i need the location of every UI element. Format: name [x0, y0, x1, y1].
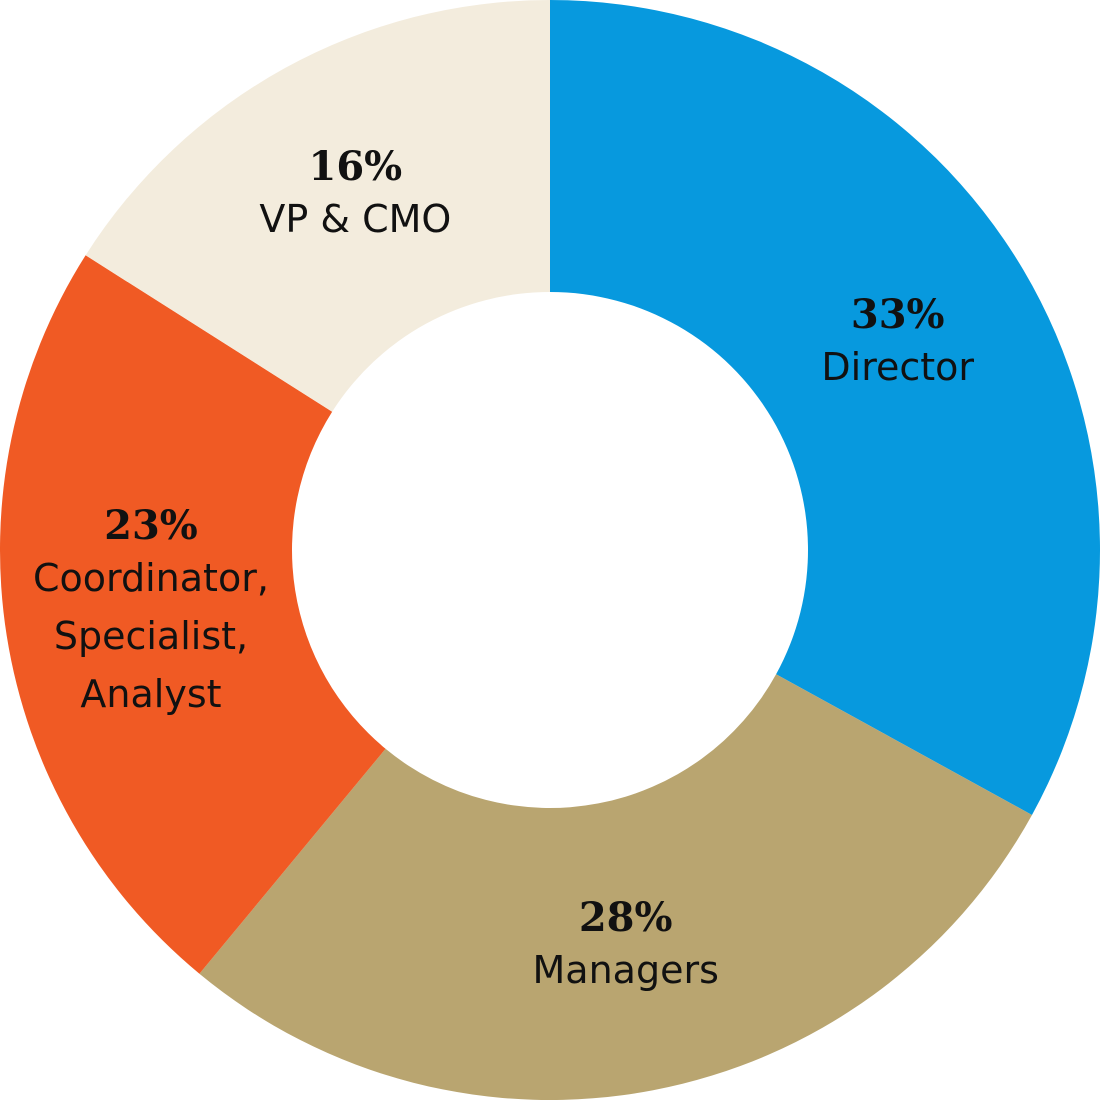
donut-slice	[199, 674, 1032, 1100]
slice-label: 23% Coordinator, Specialist, Analyst	[1, 503, 301, 723]
category-label: Coordinator, Specialist, Analyst	[33, 556, 269, 717]
category-label: Director	[821, 345, 975, 390]
donut-slice	[0, 255, 386, 974]
value-label: 16%	[308, 142, 403, 190]
donut-slice	[550, 0, 1100, 815]
slice-label: 28% Managers	[476, 893, 776, 999]
value-label: 28%	[578, 893, 673, 941]
slice-label: 16% VP & CMO	[205, 142, 505, 248]
value-label: 33%	[850, 291, 945, 339]
slice-label: 33% Director	[748, 292, 1048, 396]
category-label: Managers	[532, 947, 719, 992]
value-label: 23%	[104, 502, 198, 550]
category-label: VP & CMO	[259, 196, 452, 241]
donut-slice	[85, 0, 551, 412]
